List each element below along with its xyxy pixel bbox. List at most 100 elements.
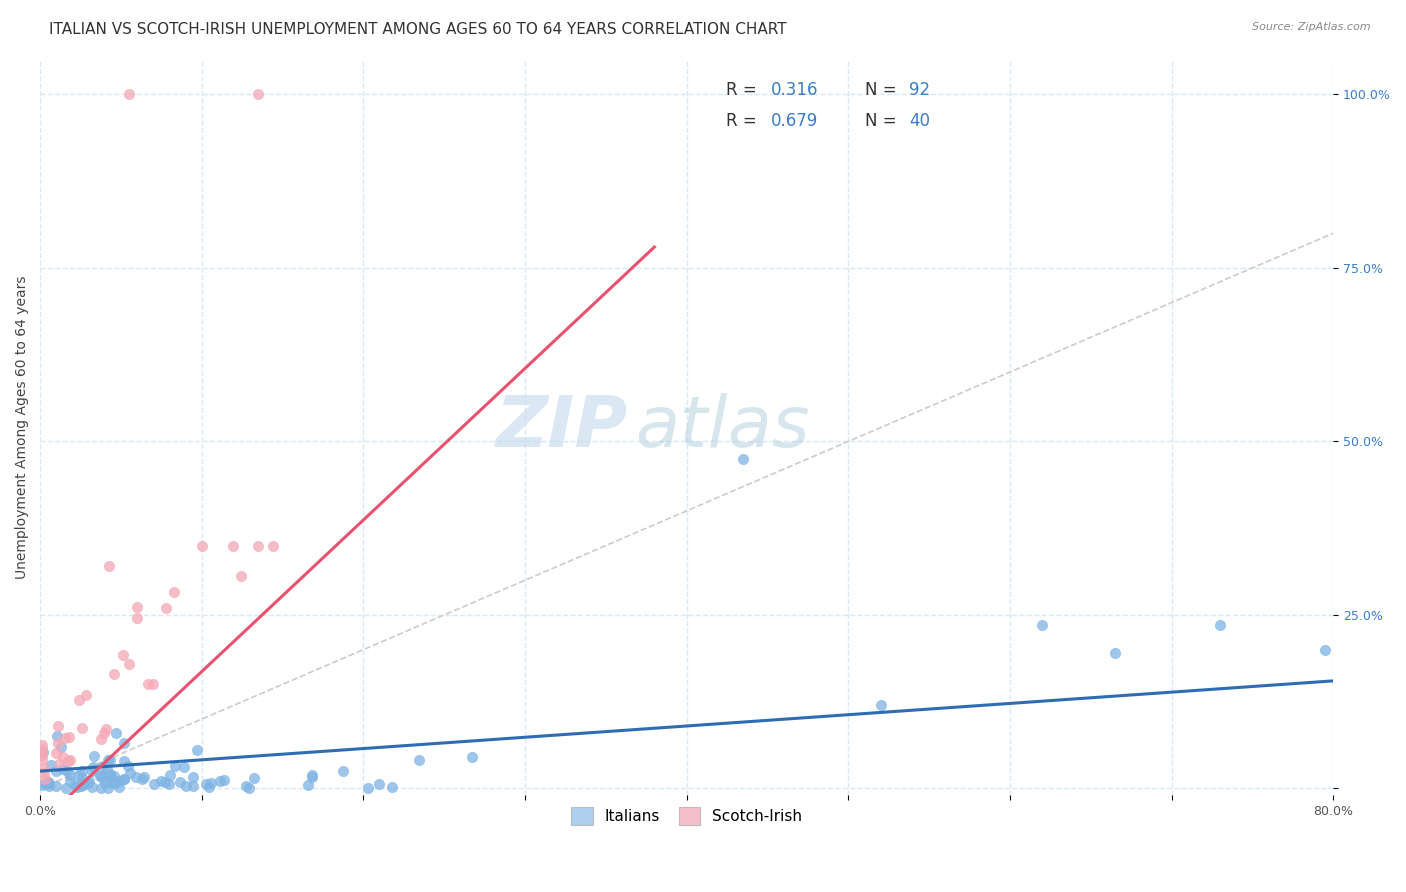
Point bbox=[73, 776, 96, 790]
Point bbox=[120, 765, 142, 780]
Point bbox=[90, 731, 112, 746]
Point bbox=[247, 87, 270, 102]
Point bbox=[31, 747, 53, 762]
Point bbox=[90, 769, 112, 783]
Point bbox=[112, 754, 135, 768]
Point bbox=[107, 780, 129, 794]
Point bbox=[103, 769, 125, 783]
Point bbox=[98, 559, 121, 574]
Point bbox=[163, 585, 186, 599]
Point bbox=[72, 778, 94, 792]
Point bbox=[59, 753, 82, 767]
Point bbox=[38, 779, 60, 793]
Point bbox=[34, 772, 56, 787]
Point bbox=[107, 774, 129, 789]
Text: N =: N = bbox=[865, 81, 903, 99]
Point bbox=[132, 770, 155, 784]
Point bbox=[98, 767, 121, 781]
Point bbox=[112, 736, 135, 750]
Point bbox=[118, 87, 141, 102]
Point bbox=[1315, 642, 1337, 657]
Point bbox=[198, 780, 221, 794]
Point bbox=[39, 758, 62, 772]
Text: ITALIAN VS SCOTCH-IRISH UNEMPLOYMENT AMONG AGES 60 TO 64 YEARS CORRELATION CHART: ITALIAN VS SCOTCH-IRISH UNEMPLOYMENT AMO… bbox=[49, 22, 787, 37]
Y-axis label: Unemployment Among Ages 60 to 64 years: Unemployment Among Ages 60 to 64 years bbox=[15, 276, 30, 579]
Point bbox=[163, 759, 186, 773]
Point bbox=[125, 770, 148, 784]
Point bbox=[301, 770, 323, 784]
Point bbox=[48, 719, 70, 733]
Point bbox=[101, 776, 124, 790]
Point bbox=[66, 780, 89, 795]
Point bbox=[58, 730, 80, 744]
Point bbox=[83, 749, 105, 764]
Point bbox=[131, 772, 153, 786]
Point bbox=[183, 770, 205, 784]
Point bbox=[48, 757, 70, 772]
Point bbox=[190, 539, 212, 553]
Point bbox=[80, 764, 103, 778]
Point bbox=[155, 601, 177, 615]
Text: atlas: atlas bbox=[636, 393, 810, 462]
Point bbox=[37, 775, 59, 789]
Point bbox=[100, 770, 122, 784]
Point bbox=[65, 778, 87, 792]
Text: Source: ZipAtlas.com: Source: ZipAtlas.com bbox=[1253, 22, 1371, 32]
Point bbox=[112, 772, 135, 786]
Point bbox=[70, 764, 93, 778]
Point bbox=[38, 775, 60, 789]
Point bbox=[138, 677, 160, 691]
Point bbox=[235, 779, 257, 793]
Text: 0.316: 0.316 bbox=[770, 81, 818, 99]
Point bbox=[238, 780, 260, 795]
Point bbox=[53, 731, 76, 745]
Point bbox=[91, 759, 114, 773]
Point bbox=[34, 761, 56, 775]
Legend: Italians, Scotch-Irish: Italians, Scotch-Irish bbox=[561, 797, 813, 836]
Point bbox=[125, 611, 148, 625]
Point bbox=[301, 768, 323, 782]
Text: 40: 40 bbox=[910, 112, 931, 130]
Text: R =: R = bbox=[725, 81, 762, 99]
Point bbox=[181, 780, 204, 794]
Point bbox=[31, 745, 53, 759]
Point bbox=[103, 667, 125, 681]
Text: 0.679: 0.679 bbox=[770, 112, 818, 130]
Point bbox=[49, 739, 72, 754]
Point bbox=[118, 657, 141, 672]
Point bbox=[45, 729, 67, 743]
Point bbox=[332, 764, 354, 779]
Point bbox=[96, 762, 118, 776]
Point bbox=[35, 777, 58, 791]
Point bbox=[72, 721, 94, 735]
Point bbox=[869, 698, 891, 713]
Point bbox=[79, 773, 101, 788]
Point bbox=[52, 762, 75, 776]
Point bbox=[242, 772, 264, 786]
Point bbox=[169, 774, 191, 789]
Point bbox=[82, 760, 104, 774]
Point bbox=[297, 778, 319, 792]
Point bbox=[368, 777, 391, 791]
Point bbox=[91, 771, 114, 785]
Point bbox=[45, 747, 67, 761]
Point bbox=[31, 742, 53, 756]
Point bbox=[1104, 646, 1126, 660]
Point bbox=[67, 768, 90, 782]
Point bbox=[93, 726, 115, 740]
Point bbox=[82, 780, 104, 794]
Point bbox=[70, 771, 93, 785]
Point bbox=[186, 742, 208, 756]
Point bbox=[111, 648, 134, 662]
Text: 92: 92 bbox=[910, 81, 931, 99]
Point bbox=[112, 772, 135, 787]
Point bbox=[97, 753, 120, 767]
Point bbox=[408, 753, 430, 767]
Point bbox=[733, 451, 755, 466]
Point bbox=[76, 776, 98, 790]
Point bbox=[155, 774, 177, 789]
Point bbox=[262, 539, 284, 553]
Point bbox=[75, 689, 97, 703]
Point bbox=[143, 777, 166, 791]
Point bbox=[94, 775, 117, 789]
